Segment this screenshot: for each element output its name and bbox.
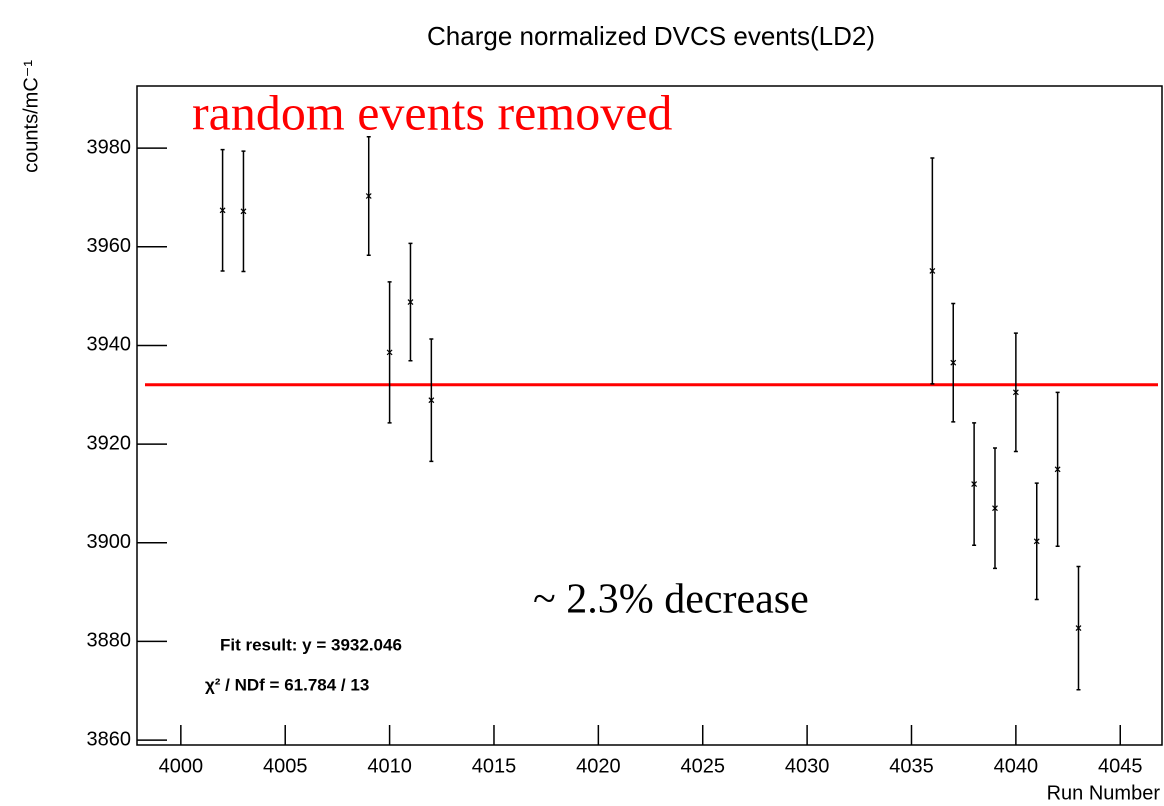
x-tick-label: 4005: [263, 755, 308, 777]
y-tick-label: 3940: [87, 334, 132, 356]
x-tick-label: 4020: [576, 755, 621, 777]
y-tick-label: 3920: [87, 432, 132, 454]
fit-result: Fit result: y = 3932.046: [220, 635, 402, 654]
y-tick-label: 3960: [87, 235, 132, 257]
marker: [240, 208, 247, 215]
marker: [365, 193, 372, 199]
plot-frame: [136, 85, 1163, 746]
x-tick-label: 4000: [159, 755, 204, 777]
x-tick-label: 4035: [889, 755, 934, 777]
annotation: ~ 2.3% decrease: [533, 577, 809, 623]
x-tick-label: 4045: [1098, 755, 1143, 777]
marker: [971, 481, 978, 487]
marker: [219, 207, 226, 214]
chart-title: Charge normalized DVCS events(LD2): [427, 21, 875, 51]
marker: [407, 299, 414, 305]
x-axis-label: Run Number: [1047, 782, 1161, 804]
x-tick-label: 4030: [785, 755, 830, 777]
marker: [929, 268, 936, 274]
marker: [950, 359, 957, 366]
y-axis-label: counts/mC⁻¹: [20, 60, 42, 173]
annotation: random events removed: [192, 84, 672, 140]
marker: [1033, 538, 1040, 545]
x-tick-label: 4010: [367, 755, 412, 777]
marker: [1054, 466, 1061, 473]
marker: [386, 349, 393, 356]
y-tick-label: 3880: [87, 630, 132, 652]
marker: [992, 505, 998, 512]
x-tick-label: 4015: [472, 755, 517, 777]
fit-chi2: χ² / NDf = 61.784 / 13: [205, 675, 369, 694]
x-tick-label: 4040: [994, 755, 1039, 777]
marker: [428, 397, 435, 404]
x-tick-label: 4025: [680, 755, 725, 777]
y-tick-label: 3860: [87, 728, 132, 750]
y-tick-label: 3900: [87, 531, 132, 553]
y-tick-label: 3980: [87, 136, 132, 158]
marker: [1012, 389, 1019, 396]
marker: [1075, 625, 1082, 632]
